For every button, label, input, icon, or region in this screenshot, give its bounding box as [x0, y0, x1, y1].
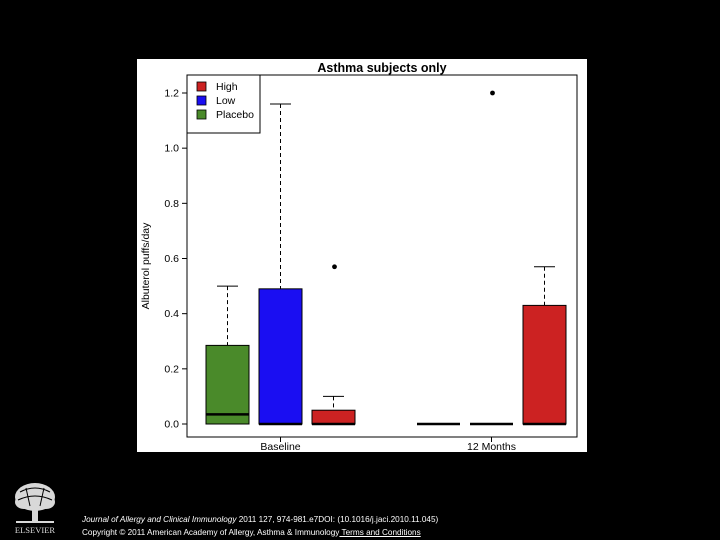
plot-frame [186, 74, 578, 438]
boxplot-chart: Asthma subjects only 0.0 0.2 0.4 0.6 0.8 1.0 1.… [140, 61, 578, 452]
box-baseline-low [258, 103, 303, 426]
y-tick-label: 0.8 [164, 198, 179, 210]
elsevier-tree-logo-icon: ELSEVIER [6, 480, 64, 536]
box-body [258, 288, 303, 425]
citation-line: Journal of Allergy and Clinical Immunolo… [82, 515, 438, 524]
legend-label: Low [216, 95, 236, 107]
box-body [311, 409, 356, 425]
legend-swatch [196, 109, 207, 120]
y-tick-label: 0.6 [164, 253, 179, 265]
copyright-text: Copyright © 2011 American Academy of All… [82, 528, 340, 537]
x-tick-label: 12 Months [467, 441, 516, 452]
chart-title: Asthma subjects only [317, 61, 446, 75]
journal-name: Journal of Allergy and Clinical Immunolo… [82, 515, 237, 524]
x-tick-label: Baseline [260, 441, 300, 452]
legend-swatch [196, 95, 207, 106]
copyright-line: Copyright © 2011 American Academy of All… [82, 528, 421, 537]
box-baseline-placebo [205, 285, 250, 425]
legend: High Low Placebo [186, 74, 261, 134]
box-body [522, 304, 567, 425]
y-tick-label: 1.2 [164, 88, 179, 100]
chart-figure: Asthma subjects only 0.0 0.2 0.4 0.6 0.8 1.0 1.… [137, 59, 587, 452]
y-tick-label: 0.2 [164, 363, 179, 375]
y-tick-label: 1.0 [164, 143, 179, 155]
y-tick-label: 0.0 [164, 419, 179, 431]
box-body [205, 344, 250, 425]
legend-label: Placebo [216, 109, 254, 121]
y-tick-label: 0.4 [164, 308, 179, 320]
outlier-point [332, 264, 337, 270]
legend-label: High [216, 81, 238, 93]
y-axis-label: Albuterol puffs/day [140, 222, 152, 310]
box-12-months-high [522, 266, 567, 426]
box-12-months-low [470, 90, 513, 426]
footer: ELSEVIER Journal of Allergy and Clinical… [0, 480, 720, 540]
publisher-logo-text: ELSEVIER [15, 525, 55, 535]
terms-link[interactable]: Terms and Conditions [339, 528, 421, 537]
outlier-point [490, 90, 495, 96]
citation-details: 2011 127, 974-981.e7DOI: (10.1016/j.jaci… [236, 515, 439, 524]
box-baseline-high [311, 264, 356, 426]
legend-swatch [196, 81, 207, 92]
